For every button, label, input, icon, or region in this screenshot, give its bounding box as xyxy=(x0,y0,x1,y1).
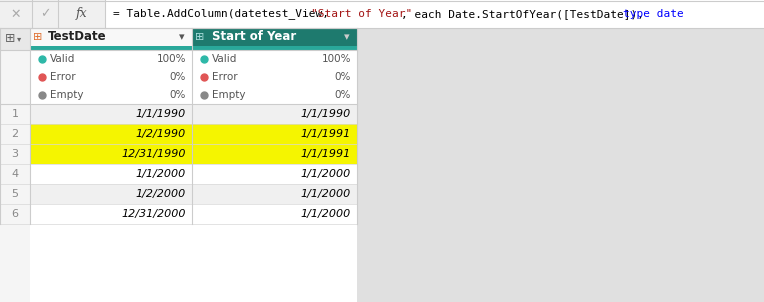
Bar xyxy=(0,0,764,28)
Text: 0%: 0% xyxy=(170,90,186,100)
Text: Error: Error xyxy=(212,72,238,82)
Text: TestDate: TestDate xyxy=(48,31,107,43)
Text: ✓: ✓ xyxy=(40,8,50,21)
Text: 1/1/2000: 1/1/2000 xyxy=(136,169,186,179)
Bar xyxy=(0,184,30,204)
Text: 1/1/1991: 1/1/1991 xyxy=(301,149,351,159)
Text: ▾: ▾ xyxy=(345,32,350,42)
Bar xyxy=(0,0,105,28)
Text: fx: fx xyxy=(76,8,88,21)
Bar xyxy=(0,50,30,104)
Bar xyxy=(30,50,357,104)
Bar xyxy=(0,204,30,224)
Text: 1/1/2000: 1/1/2000 xyxy=(301,209,351,219)
Bar xyxy=(0,144,30,164)
Text: ✕: ✕ xyxy=(11,8,21,21)
Bar xyxy=(192,46,357,50)
Bar xyxy=(192,28,357,50)
Bar xyxy=(0,104,30,124)
Text: 1/1/2000: 1/1/2000 xyxy=(301,169,351,179)
Bar xyxy=(30,204,192,224)
Text: 1/1/1990: 1/1/1990 xyxy=(301,109,351,119)
Text: 5: 5 xyxy=(11,189,18,199)
Bar xyxy=(192,184,357,204)
Text: 100%: 100% xyxy=(157,54,186,64)
Bar xyxy=(30,28,192,50)
Text: 6: 6 xyxy=(11,209,18,219)
Text: 3: 3 xyxy=(11,149,18,159)
Bar xyxy=(30,28,357,302)
Text: type date: type date xyxy=(623,9,684,19)
Text: Valid: Valid xyxy=(50,54,76,64)
Bar xyxy=(0,164,30,184)
Bar xyxy=(192,164,357,184)
Text: Start of Year: Start of Year xyxy=(212,31,296,43)
Text: , each Date.StartOfYear([TestDate]),: , each Date.StartOfYear([TestDate]), xyxy=(401,9,651,19)
Text: 0%: 0% xyxy=(335,90,351,100)
Bar xyxy=(0,28,30,302)
Text: Valid: Valid xyxy=(212,54,238,64)
Text: ⊞: ⊞ xyxy=(5,33,15,46)
Text: 12/31/2000: 12/31/2000 xyxy=(121,209,186,219)
Bar xyxy=(192,104,357,124)
Text: Empty: Empty xyxy=(50,90,83,100)
Text: 12/31/1990: 12/31/1990 xyxy=(121,149,186,159)
Text: 100%: 100% xyxy=(322,54,351,64)
Text: ▾: ▾ xyxy=(180,32,185,42)
Text: 1/2/1990: 1/2/1990 xyxy=(136,129,186,139)
Text: 1/1/1990: 1/1/1990 xyxy=(136,109,186,119)
Text: 2: 2 xyxy=(11,129,18,139)
Bar xyxy=(30,144,192,164)
Text: "Start of Year": "Start of Year" xyxy=(311,9,413,19)
Bar xyxy=(192,124,357,144)
Bar xyxy=(30,164,192,184)
Text: 4: 4 xyxy=(11,169,18,179)
Bar xyxy=(0,28,30,50)
Text: 0%: 0% xyxy=(170,72,186,82)
Bar xyxy=(192,204,357,224)
Bar xyxy=(30,124,192,144)
Bar xyxy=(30,46,192,50)
Text: ⊞: ⊞ xyxy=(34,32,43,42)
Bar xyxy=(0,0,764,28)
Text: 1/1/1991: 1/1/1991 xyxy=(301,129,351,139)
Text: Empty: Empty xyxy=(212,90,245,100)
Text: ▾: ▾ xyxy=(17,34,21,43)
Bar xyxy=(192,144,357,164)
Text: Error: Error xyxy=(50,72,76,82)
Text: 1: 1 xyxy=(11,109,18,119)
Text: = Table.AddColumn(datetest_View,: = Table.AddColumn(datetest_View, xyxy=(113,8,335,19)
Text: 1/2/2000: 1/2/2000 xyxy=(136,189,186,199)
Bar xyxy=(30,184,192,204)
Bar xyxy=(30,104,192,124)
Text: 0%: 0% xyxy=(335,72,351,82)
Bar xyxy=(0,124,30,144)
Text: 1/1/2000: 1/1/2000 xyxy=(301,189,351,199)
Text: ⊞: ⊞ xyxy=(196,32,205,42)
